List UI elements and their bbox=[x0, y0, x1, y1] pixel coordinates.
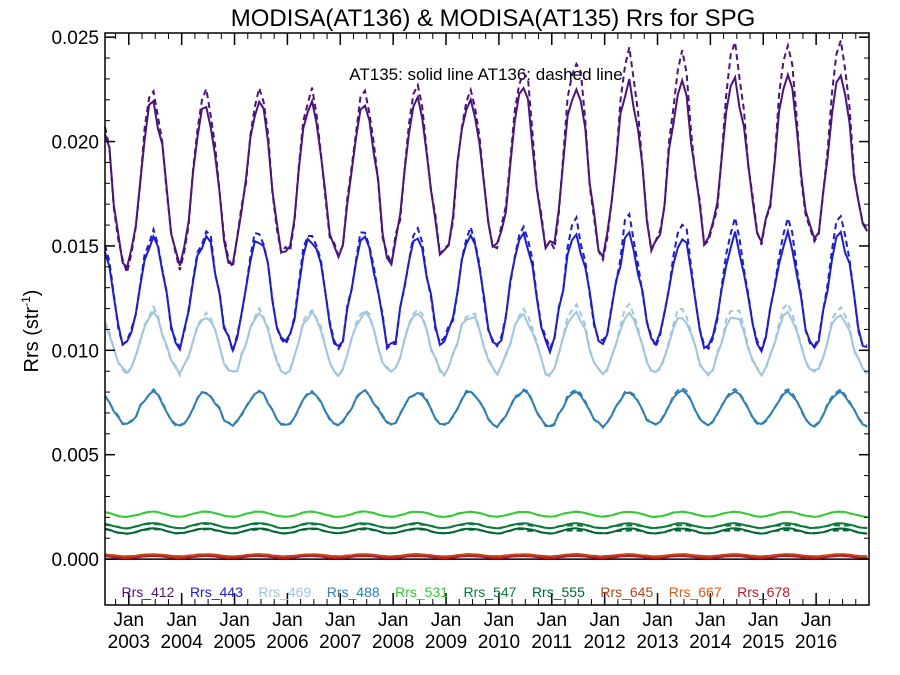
legend-rrs-547: Rrs_547 bbox=[464, 584, 517, 600]
x-tick-label-month: Jan bbox=[695, 610, 726, 631]
y-tick-label: 0.000 bbox=[51, 550, 99, 571]
x-tick-label-year: 2014 bbox=[689, 632, 732, 653]
y-tick-label: 0.010 bbox=[51, 341, 99, 362]
legend-rrs-531: Rrs_531 bbox=[395, 584, 448, 600]
legend-rrs-469: Rrs_469 bbox=[258, 584, 311, 600]
series-line-solid-rrs-678 bbox=[104, 554, 868, 560]
x-tick-label-month: Jan bbox=[113, 610, 144, 631]
y-axis-label-main: Rrs (str bbox=[21, 307, 43, 373]
legend-rrs-555: Rrs_555 bbox=[532, 584, 585, 600]
x-tick-label-year: 2004 bbox=[161, 632, 204, 653]
legend-rrs-667: Rrs_667 bbox=[669, 584, 722, 600]
x-tick-label-month: Jan bbox=[378, 610, 409, 631]
legend-rrs-678: Rrs_678 bbox=[737, 584, 790, 600]
x-tick-label-month: Jan bbox=[642, 610, 673, 631]
x-tick-label-month: Jan bbox=[484, 610, 515, 631]
x-tick-label-month: Jan bbox=[219, 610, 250, 631]
legend-rrs-645: Rrs_645 bbox=[600, 584, 653, 600]
y-axis-label: Rrs (str-1) bbox=[19, 290, 43, 373]
series-line-solid-rrs-645 bbox=[104, 553, 868, 558]
x-tick-label-month: Jan bbox=[748, 610, 779, 631]
legend: Rrs_412 Rrs_443 Rrs_469 Rrs_488 Rrs_531 Rrs_5… bbox=[122, 584, 791, 600]
x-tick-label-month: Jan bbox=[325, 610, 356, 631]
series-line-solid-rrs-547 bbox=[104, 521, 868, 530]
legend-rrs-443: Rrs_443 bbox=[190, 584, 243, 600]
legend-rrs-488: Rrs_488 bbox=[327, 584, 380, 600]
x-tick-label-year: 2010 bbox=[478, 632, 520, 653]
plot-frame bbox=[104, 32, 870, 606]
line-style-annotation: AT135: solid line AT136: dashed line bbox=[349, 65, 622, 84]
series-line-solid-rrs-469 bbox=[104, 309, 868, 378]
x-tick-label-month: Jan bbox=[801, 610, 832, 631]
x-tick-label-month: Jan bbox=[272, 610, 303, 631]
x-tick-label-year: 2012 bbox=[583, 632, 625, 653]
y-tick-label: 0.025 bbox=[51, 28, 99, 49]
x-tick-label-year: 2009 bbox=[425, 632, 467, 653]
series-line-dashed-rrs-443 bbox=[104, 211, 868, 356]
x-tick-label-month: Jan bbox=[536, 610, 567, 631]
series-line-solid-rrs-412 bbox=[104, 71, 869, 270]
x-tick-label-month: Jan bbox=[431, 610, 462, 631]
y-tick-label: 0.015 bbox=[51, 237, 99, 258]
x-tick-label-year: 2005 bbox=[213, 632, 255, 653]
x-tick-label-year: 2015 bbox=[742, 632, 784, 653]
y-axis-label-sup: -1 bbox=[19, 296, 33, 307]
x-tick-label-year: 2016 bbox=[795, 632, 837, 653]
y-tick-label: 0.020 bbox=[51, 133, 99, 154]
x-tick-label-year: 2011 bbox=[531, 632, 572, 653]
series-line-solid-rrs-443 bbox=[104, 227, 868, 356]
plot-area bbox=[104, 40, 869, 560]
x-tick-label-year: 2006 bbox=[266, 632, 308, 653]
series-line-solid-rrs-531 bbox=[104, 510, 868, 518]
series-line-dashed-rrs-547 bbox=[104, 522, 868, 530]
legend-rrs-412: Rrs_412 bbox=[122, 584, 175, 600]
y-tick-label: 0.005 bbox=[51, 446, 99, 467]
x-tick-label-month: Jan bbox=[166, 610, 197, 631]
x-tick-label-month: Jan bbox=[589, 610, 620, 631]
svg-text:Rrs (str-1): Rrs (str-1) bbox=[19, 290, 43, 373]
x-tick-label-year: 2013 bbox=[636, 632, 678, 653]
axes-ticks: 0.0250.0200.0150.0100.0050.000Jan2003Jan… bbox=[51, 28, 869, 653]
y-axis-label-end: ) bbox=[21, 290, 43, 297]
x-tick-label-year: 2007 bbox=[319, 632, 361, 653]
x-tick-label-year: 2003 bbox=[108, 632, 150, 653]
x-tick-label-year: 2008 bbox=[372, 632, 414, 653]
series-line-solid-rrs-555 bbox=[104, 527, 868, 535]
series-line-solid-rrs-488 bbox=[104, 388, 868, 429]
chart-title: MODISA(AT136) & MODISA(AT135) Rrs for SP… bbox=[231, 5, 756, 32]
